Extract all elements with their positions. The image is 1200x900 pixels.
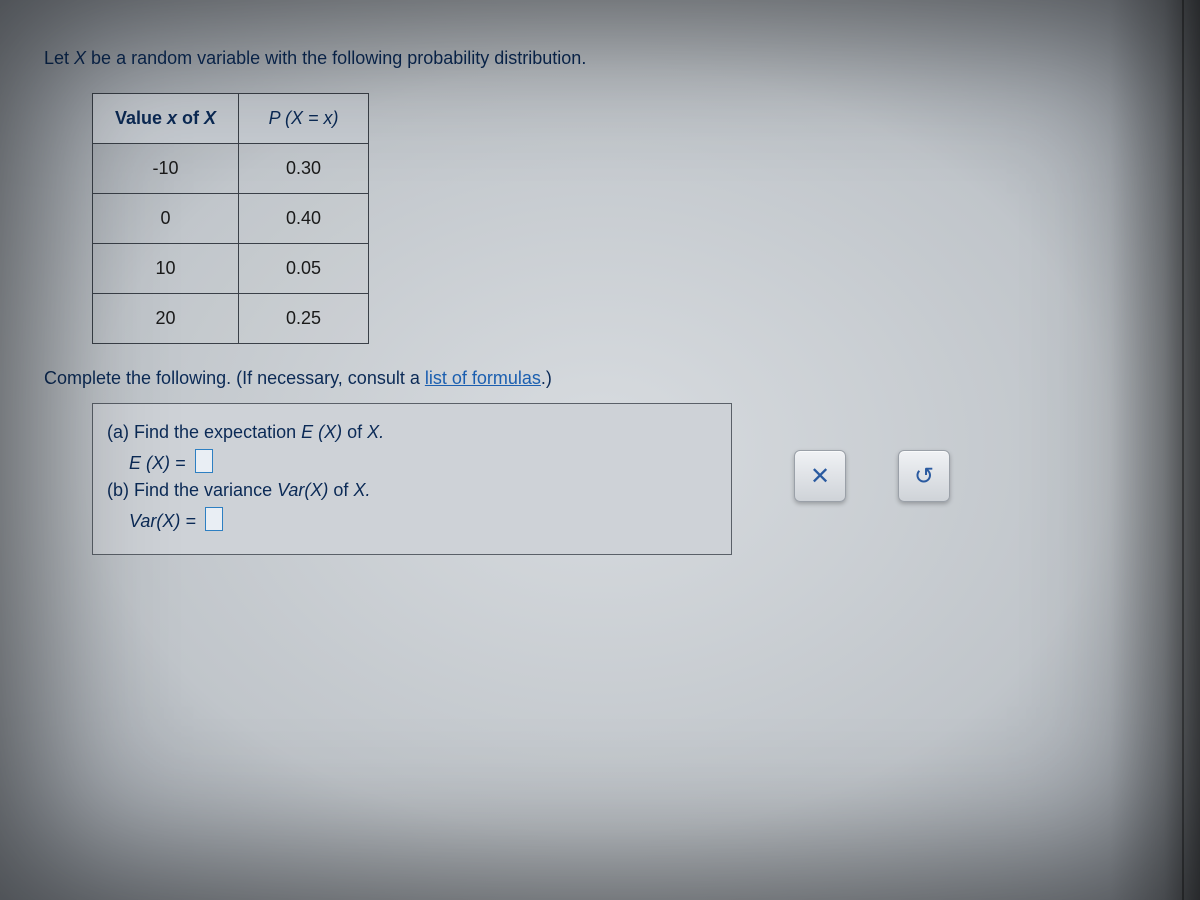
cell-p: 0.40 bbox=[239, 194, 369, 244]
close-icon: ✕ bbox=[810, 462, 830, 491]
b-var: X. bbox=[353, 480, 370, 500]
table-row: 20 0.25 bbox=[93, 294, 369, 344]
b-var-expr: Var(X) bbox=[277, 480, 328, 500]
problem-container: Let X be a random variable with the foll… bbox=[0, 0, 1200, 603]
variance-input[interactable] bbox=[205, 507, 223, 531]
a-lhs: E (X) = bbox=[129, 453, 191, 473]
instruction-text: Complete the following. (If necessary, c… bbox=[44, 368, 1156, 389]
cell-p: 0.05 bbox=[239, 244, 369, 294]
reset-button[interactable]: ↺ bbox=[898, 450, 950, 502]
part-b-prompt: (b) Find the variance Var(X) of X. bbox=[107, 480, 717, 501]
a-of: of bbox=[342, 422, 367, 442]
part-a-prompt: (a) Find the expectation E (X) of X. bbox=[107, 422, 717, 443]
cell-x: 0 bbox=[93, 194, 239, 244]
a-prefix: (a) Find the expectation bbox=[107, 422, 301, 442]
b-of: of bbox=[328, 480, 353, 500]
expectation-input[interactable] bbox=[195, 449, 213, 473]
instr-prefix: Complete the following. (If necessary, c… bbox=[44, 368, 425, 388]
cell-p: 0.25 bbox=[239, 294, 369, 344]
th-value-X: X bbox=[204, 108, 216, 128]
cell-p: 0.30 bbox=[239, 144, 369, 194]
th-value-prefix: Value bbox=[115, 108, 167, 128]
undo-icon: ↺ bbox=[914, 462, 934, 491]
b-prefix: (b) Find the variance bbox=[107, 480, 277, 500]
th-value-of: of bbox=[177, 108, 204, 128]
formulas-link[interactable]: list of formulas bbox=[425, 368, 541, 388]
part-a-equation: E (X) = bbox=[129, 449, 717, 474]
part-b-equation: Var(X) = bbox=[129, 507, 717, 532]
a-ex: E (X) bbox=[301, 422, 342, 442]
clear-button[interactable]: ✕ bbox=[794, 450, 846, 502]
table-header-prob: P (X = x) bbox=[239, 94, 369, 144]
table-row: -10 0.30 bbox=[93, 144, 369, 194]
cell-x: 20 bbox=[93, 294, 239, 344]
cell-x: 10 bbox=[93, 244, 239, 294]
a-var: X. bbox=[367, 422, 384, 442]
table-row: 10 0.05 bbox=[93, 244, 369, 294]
cell-x: -10 bbox=[93, 144, 239, 194]
answer-panel: (a) Find the expectation E (X) of X. E (… bbox=[92, 403, 732, 555]
intro-rest: be a random variable with the following … bbox=[86, 48, 586, 68]
instr-suffix: .) bbox=[541, 368, 552, 388]
distribution-table: Value x of X P (X = x) -10 0.30 0 0.40 1… bbox=[92, 93, 369, 344]
intro-variable: X bbox=[74, 48, 86, 68]
th-value-x: x bbox=[167, 108, 177, 128]
intro-prefix: Let bbox=[44, 48, 74, 68]
b-lhs: Var(X) = bbox=[129, 511, 201, 531]
action-tray: ✕ ↺ bbox=[794, 450, 950, 502]
page-edge-shadow bbox=[1110, 0, 1200, 900]
table-row: 0 0.40 bbox=[93, 194, 369, 244]
table-header-value: Value x of X bbox=[93, 94, 239, 144]
intro-text: Let X be a random variable with the foll… bbox=[44, 48, 1156, 69]
